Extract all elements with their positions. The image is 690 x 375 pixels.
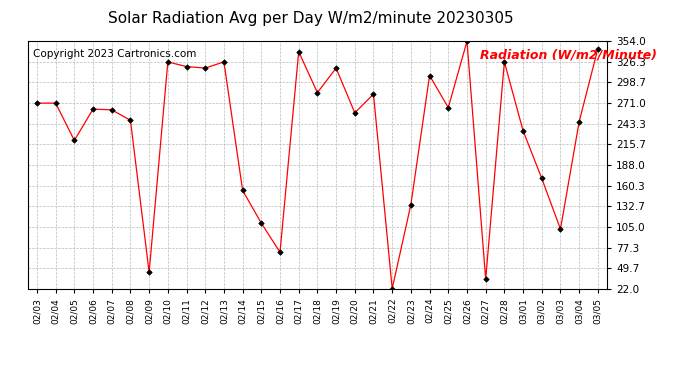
Text: Solar Radiation Avg per Day W/m2/minute 20230305: Solar Radiation Avg per Day W/m2/minute …: [108, 11, 513, 26]
Text: Radiation (W/m2/Minute): Radiation (W/m2/Minute): [480, 49, 657, 62]
Text: Copyright 2023 Cartronics.com: Copyright 2023 Cartronics.com: [33, 49, 197, 58]
